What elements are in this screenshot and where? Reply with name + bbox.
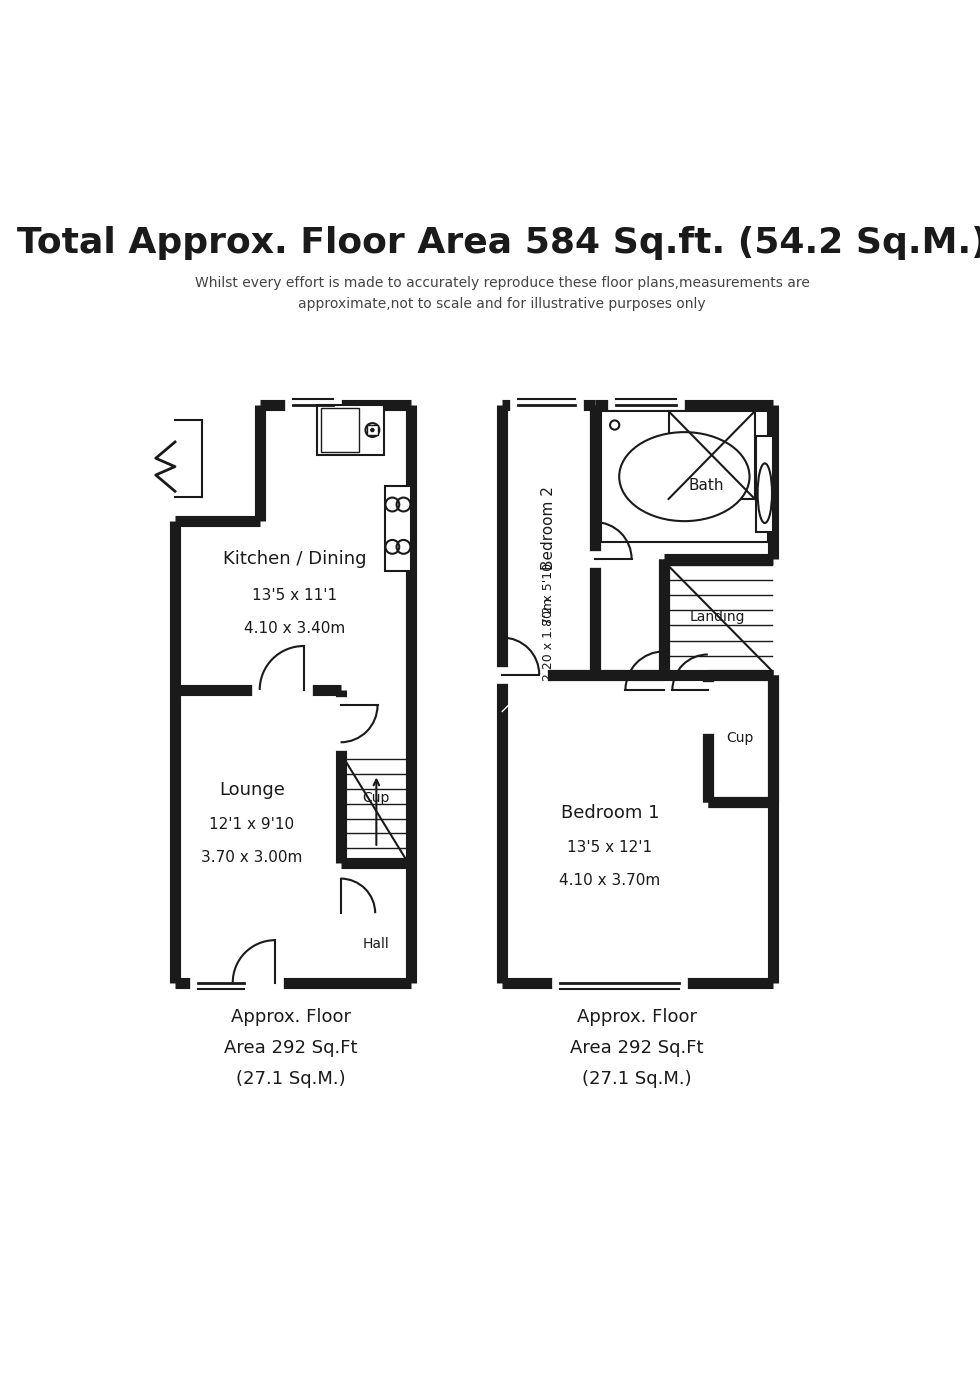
Text: Approx. Floor
Area 292 Sq.Ft
(27.1 Sq.M.): Approx. Floor Area 292 Sq.Ft (27.1 Sq.M.… xyxy=(223,1009,358,1088)
Bar xyxy=(318,405,384,455)
Bar xyxy=(668,412,755,499)
Text: 3.70 x 3.00m: 3.70 x 3.00m xyxy=(201,850,303,865)
Text: Approx. Floor
Area 292 Sq.Ft
(27.1 Sq.M.): Approx. Floor Area 292 Sq.Ft (27.1 Sq.M.… xyxy=(570,1009,704,1088)
Text: 2.20 x 1.80m: 2.20 x 1.80m xyxy=(542,599,555,682)
Polygon shape xyxy=(708,675,773,801)
Bar xyxy=(601,412,768,542)
Polygon shape xyxy=(503,675,773,983)
Text: Total Approx. Floor Area 584 Sq.ft. (54.2 Sq.M.): Total Approx. Floor Area 584 Sq.ft. (54.… xyxy=(17,226,980,261)
Circle shape xyxy=(370,428,374,431)
Text: 4.10 x 3.70m: 4.10 x 3.70m xyxy=(560,873,661,888)
Bar xyxy=(367,424,377,435)
Polygon shape xyxy=(503,405,595,675)
Text: 13'5 x 11'1: 13'5 x 11'1 xyxy=(252,589,337,603)
Text: Bedroom 2: Bedroom 2 xyxy=(541,486,556,570)
Text: Cup: Cup xyxy=(726,730,754,744)
Text: Cup: Cup xyxy=(363,791,390,805)
Text: Lounge: Lounge xyxy=(220,782,285,798)
Ellipse shape xyxy=(619,432,750,521)
Bar xyxy=(757,435,773,532)
Text: Whilst every effort is made to accurately reproduce these floor plans,measuremen: Whilst every effort is made to accuratel… xyxy=(195,276,809,312)
Polygon shape xyxy=(595,405,773,675)
Text: Bath: Bath xyxy=(689,478,724,493)
Text: Landing: Landing xyxy=(690,610,746,624)
Text: 7'2 x 5'10: 7'2 x 5'10 xyxy=(542,563,555,625)
Ellipse shape xyxy=(758,463,772,523)
Text: Kitchen / Dining: Kitchen / Dining xyxy=(222,550,367,568)
Polygon shape xyxy=(175,420,202,498)
Text: 12'1 x 9'10: 12'1 x 9'10 xyxy=(210,818,295,832)
Polygon shape xyxy=(175,405,412,983)
Text: Hall: Hall xyxy=(363,937,389,951)
Text: 4.10 x 3.40m: 4.10 x 3.40m xyxy=(244,621,345,636)
Text: 13'5 x 12'1: 13'5 x 12'1 xyxy=(567,840,653,855)
Bar xyxy=(385,486,411,571)
Text: Bedroom 1: Bedroom 1 xyxy=(561,804,660,822)
Bar xyxy=(320,407,360,452)
